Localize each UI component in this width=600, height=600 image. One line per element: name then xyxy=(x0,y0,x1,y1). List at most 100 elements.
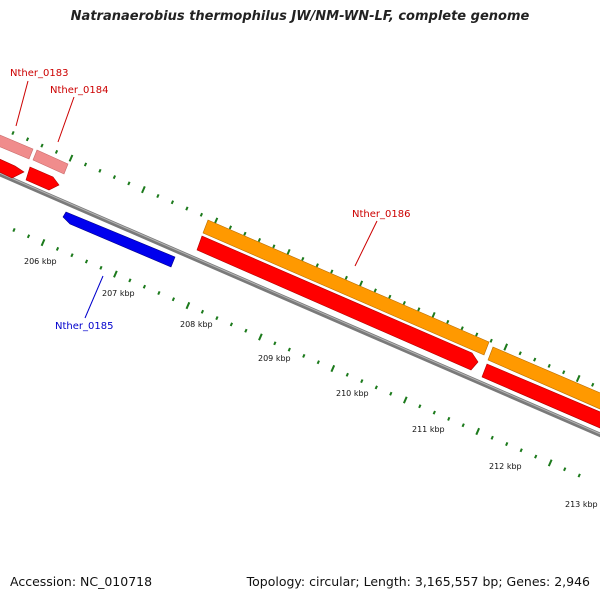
outer-tick-minor-32 xyxy=(475,332,479,337)
outer-tick-minor-17 xyxy=(257,237,262,243)
scale-tick-minor-6 xyxy=(99,265,103,270)
scale-tick-minor-38 xyxy=(563,467,567,472)
outer-tick-minor-16 xyxy=(243,231,247,236)
scale-tick-minor-26 xyxy=(389,391,393,396)
cds-arrow-nther-0183[interactable] xyxy=(0,157,25,179)
scale-tick-minor-36 xyxy=(534,454,538,459)
scale-tick-major-7 xyxy=(113,270,118,278)
scale-label-206: 206 kbp xyxy=(24,257,57,266)
scale-tick-minor-39 xyxy=(577,473,581,478)
scale-tick-minor-21 xyxy=(316,360,320,365)
outer-tick-minor-6 xyxy=(98,168,102,173)
scale-label-213: 213 kbp xyxy=(565,500,598,509)
outer-tick-minor-12 xyxy=(185,206,189,211)
feature-label-nther-0185[interactable]: Nther_0185 xyxy=(55,321,113,332)
scale-tick-minor-28 xyxy=(418,404,422,409)
scale-tick-minor-19 xyxy=(287,347,291,352)
scale-tick-major-12 xyxy=(185,301,191,310)
scale-tick-minor-35 xyxy=(519,448,523,453)
feature-label-nther-0184[interactable]: Nther_0184 xyxy=(50,85,108,96)
scale-tick-minor-5 xyxy=(84,259,89,264)
scale-tick-minor-18 xyxy=(273,341,277,346)
outer-tick-minor-1 xyxy=(25,137,30,142)
scale-tick-minor-23 xyxy=(345,372,349,377)
outer-tick-minor-27 xyxy=(402,300,406,306)
scale-tick-minor-4 xyxy=(70,253,74,258)
cds-arrow-nther-0184[interactable] xyxy=(25,166,60,191)
scale-tick-minor-24 xyxy=(360,379,364,384)
scale-label-208: 208 kbp xyxy=(180,320,213,329)
scale-label-207: 207 kbp xyxy=(102,289,135,298)
scale-tick-major-27 xyxy=(402,396,408,404)
gene-bar-nther-0183[interactable] xyxy=(0,133,34,160)
outer-tick-major-4 xyxy=(68,154,74,162)
outer-tick-minor-5 xyxy=(83,162,88,167)
scale-tick-minor-13 xyxy=(200,309,205,314)
scale-tick-minor-1 xyxy=(26,234,31,239)
outer-tick-minor-18 xyxy=(272,244,276,249)
cds-arrow-nther-0186[interactable] xyxy=(196,235,479,371)
gene-bar-next[interactable] xyxy=(487,346,600,410)
outer-tick-minor-20 xyxy=(301,256,305,261)
scale-tick-major-2 xyxy=(40,238,46,247)
genome-backbone xyxy=(0,171,600,438)
outer-tick-minor-36 xyxy=(533,357,537,362)
outer-tick-minor-23 xyxy=(344,275,348,280)
outer-tick-minor-21 xyxy=(315,263,319,268)
cds-bar-next[interactable] xyxy=(481,363,600,429)
scale-label-211: 211 kbp xyxy=(412,425,445,434)
genome-summary-text: Topology: circular; Length: 3,165,557 bp… xyxy=(246,574,590,589)
scale-label-210: 210 kbp xyxy=(336,389,369,398)
scale-tick-minor-0 xyxy=(12,227,16,233)
outer-tick-minor-35 xyxy=(518,351,522,356)
outer-tick-minor-22 xyxy=(330,269,334,274)
scale-tick-major-32 xyxy=(475,427,481,436)
map-title: Natranaerobius thermophilus JW/NM-WN-LF,… xyxy=(70,9,530,24)
label-leaders xyxy=(15,80,378,319)
scale-tick-minor-33 xyxy=(490,435,494,440)
feature-label-nther-0183[interactable]: Nther_0183 xyxy=(10,68,68,79)
scale-tick-minor-8 xyxy=(128,278,132,283)
cds-arrow-nther-0185[interactable] xyxy=(62,211,176,268)
outer-tick-minor-31 xyxy=(460,326,464,331)
outer-tick-minor-38 xyxy=(562,370,566,375)
scale-tick-major-22 xyxy=(330,364,336,373)
outer-tick-minor-40 xyxy=(591,382,595,387)
outer-tick-major-34 xyxy=(503,343,509,351)
gene-bar-nther-0184[interactable] xyxy=(32,149,69,175)
scale-tick-minor-34 xyxy=(505,442,509,447)
outer-tick-minor-7 xyxy=(112,175,117,180)
scale-tick-minor-20 xyxy=(302,353,306,358)
outer-tick-minor-26 xyxy=(388,294,392,299)
outer-tick-minor-37 xyxy=(547,363,551,368)
outer-tick-minor-13 xyxy=(199,212,204,217)
scale-tick-minor-9 xyxy=(142,284,147,289)
scale-tick-minor-30 xyxy=(447,416,451,421)
scale-tick-major-37 xyxy=(547,459,553,467)
scale-tick-minor-14 xyxy=(215,316,219,321)
scale-label-212: 212 kbp xyxy=(489,462,522,471)
scale-tick-major-17 xyxy=(258,333,263,341)
scale-tick-row xyxy=(12,227,581,478)
outer-tick-minor-0 xyxy=(11,130,15,136)
outer-tick-major-9 xyxy=(141,186,146,194)
feature-tracks xyxy=(0,133,600,429)
outer-tick-major-39 xyxy=(575,374,581,383)
scale-tick-minor-15 xyxy=(229,322,234,327)
feature-label-nther-0186[interactable]: Nther_0186 xyxy=(352,209,410,220)
gene-bar-nther-0186[interactable] xyxy=(202,219,490,356)
scale-tick-minor-16 xyxy=(244,328,248,333)
outer-tick-minor-11 xyxy=(170,200,175,205)
scale-tick-minor-25 xyxy=(374,385,378,390)
scale-tick-minor-3 xyxy=(55,246,60,251)
outer-tick-minor-25 xyxy=(373,288,377,293)
scale-tick-minor-29 xyxy=(432,410,436,415)
scale-tick-minor-11 xyxy=(171,297,176,302)
outer-tick-minor-10 xyxy=(156,193,160,199)
scale-tick-minor-10 xyxy=(157,290,161,296)
scale-tick-minor-31 xyxy=(461,423,465,428)
scale-label-209: 209 kbp xyxy=(258,354,291,363)
outer-tick-row xyxy=(11,130,595,387)
outer-tick-minor-3 xyxy=(54,149,59,154)
